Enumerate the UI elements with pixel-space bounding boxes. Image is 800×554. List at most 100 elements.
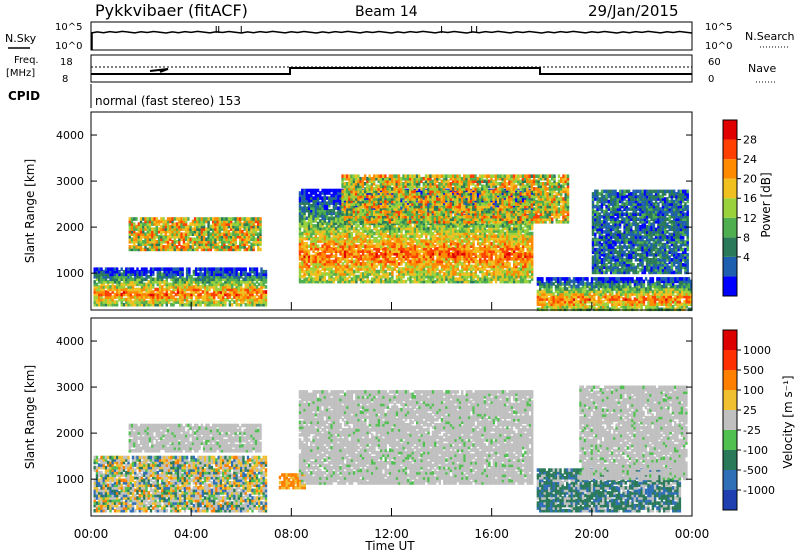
heatmap-cell [165,220,167,224]
heatmap-cell [317,189,319,193]
heatmap-cell [355,224,357,228]
heatmap-cell [452,265,454,269]
heatmap-cell [333,217,335,221]
heatmap-cell [142,248,144,252]
heatmap-cell [190,275,192,279]
heatmap-cell [364,244,366,248]
heatmap-cell [416,239,418,243]
heatmap-cell [148,270,150,274]
heatmap-cell [135,245,137,249]
heatmap-cell [105,290,107,294]
heatmap-cell [121,283,123,287]
heatmap-cell [250,217,252,221]
heatmap-cell [369,280,371,284]
freq-trace [91,68,692,74]
heatmap-cell [145,300,147,304]
freq-blip [150,69,168,72]
heatmap-cell [197,267,199,271]
heatmap-cell [188,267,190,271]
heatmap-cell [131,245,133,249]
heatmap-cell [452,247,454,251]
heatmap-cell [385,270,387,274]
heatmap-cell [319,247,321,251]
nave-tick-bottom: 0 [708,74,714,85]
heatmap-cell [250,243,252,247]
heatmap-cell [448,244,450,248]
heatmap-cell [186,293,188,297]
heatmap-cell [237,217,239,221]
heatmap-cell [258,273,260,277]
heatmap-cell [321,272,323,276]
heatmap-cell [178,248,180,252]
heatmap-cell [114,267,116,271]
heatmap-cell [143,293,145,297]
heatmap-cell [220,267,222,271]
heatmap-cell [339,257,341,261]
heatmap-cell [486,270,488,274]
heatmap-cell [470,229,472,233]
heatmap-cell [112,267,114,271]
heatmap-cell [153,217,155,221]
heatmap-cell [143,278,145,282]
heatmap-cell [174,222,176,226]
heatmap-cell [123,270,125,274]
heatmap-cell [425,224,427,228]
cpid-label: CPID [8,89,40,103]
heatmap-cell [204,267,206,271]
heatmap-cell [373,252,375,256]
heatmap-cell [371,249,373,253]
heatmap-cell [176,217,178,221]
heatmap-cell [152,278,154,282]
heatmap-cell [468,280,470,284]
heatmap-cell [180,245,182,249]
heatmap-cell [398,267,400,271]
heatmap-cell [371,229,373,233]
heatmap-cell [210,217,212,221]
heatmap-cell [486,234,488,238]
heatmap-cell [299,262,301,266]
heatmap-cell [188,300,190,304]
heatmap-cell [317,237,319,241]
heatmap-cell [125,298,127,302]
heatmap-cell [224,267,226,271]
heatmap-cell [405,280,407,284]
heatmap-cell [326,189,328,193]
heatmap-cell [490,242,492,246]
heatmap-cell [206,285,208,289]
heatmap-cell [202,267,204,271]
heatmap-cell [135,232,137,236]
nsky-tick-top: 10^5 [55,22,82,33]
heatmap-cell [193,300,195,304]
heatmap-cell [233,267,235,271]
heatmap-cell [203,217,205,221]
heatmap-cell [454,242,456,246]
heatmap-cell [192,220,194,224]
heatmap-cell [333,189,335,193]
heatmap-cell [312,189,314,193]
heatmap-cell [306,277,308,281]
heatmap-cell [189,245,191,249]
heatmap-cell [391,242,393,246]
heatmap-cell [427,239,429,243]
heatmap-cell [355,244,357,248]
heatmap-cell [520,247,522,251]
heatmap-cell [255,238,257,242]
heatmap-cell [248,217,250,221]
heatmap-cell [360,255,362,259]
heatmap-cell [189,238,191,242]
heatmap-cell [303,189,305,193]
heatmap-cell [145,283,147,287]
heatmap-cell [504,262,506,266]
heatmap-cell [412,227,414,231]
heatmap-cell [228,230,230,234]
heatmap-cell [326,222,328,226]
heatmap-cell [378,229,380,233]
heatmap-cell [344,239,346,243]
nave-tick-top: 60 [708,57,721,68]
heatmap-cell [156,217,158,221]
heatmap-cell [143,267,145,271]
heatmap-cell [251,275,253,279]
heatmap-cell [256,285,258,289]
heatmap-cell [337,257,339,261]
